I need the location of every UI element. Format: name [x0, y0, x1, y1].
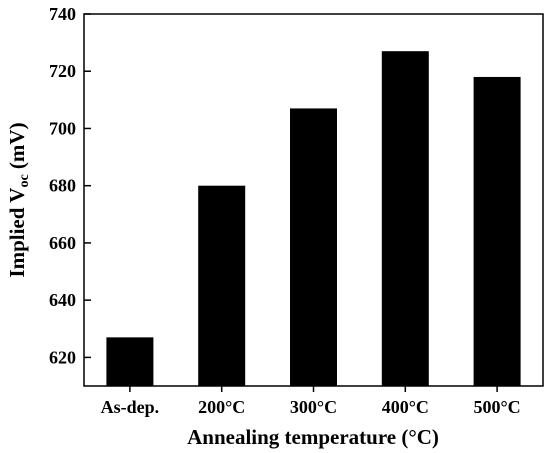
x-tick-label-3: 400°C: [382, 397, 429, 417]
x-tick-label-4: 500°C: [473, 397, 520, 417]
bar-4: [473, 76, 521, 386]
bar-0: [106, 337, 154, 386]
bars-group: [106, 51, 521, 386]
y-tick-label-1: 640: [49, 290, 76, 310]
y-tick-label-3: 680: [49, 176, 76, 196]
x-tick-label-2: 300°C: [290, 397, 337, 417]
bar-3: [381, 51, 429, 386]
bar-2: [290, 108, 337, 386]
x-tick-label-1: 200°C: [198, 397, 245, 417]
y-tick-label-5: 720: [49, 61, 76, 81]
y-axis-title-unit: (mV): [5, 122, 29, 174]
y-tick-label-4: 700: [49, 118, 76, 138]
y-tick-label-0: 620: [49, 347, 76, 367]
x-axis: As-dep. 200°C 300°C 400°C 500°C: [101, 386, 521, 417]
y-axis-title: Implied Voc (mV): [5, 122, 32, 277]
y-tick-label-2: 660: [49, 233, 76, 253]
y-tick-label-6: 740: [49, 4, 76, 24]
x-tick-label-0: As-dep.: [101, 397, 160, 417]
y-axis: 620 640 660 680 700 720 740: [49, 4, 91, 367]
bar-1: [198, 185, 246, 386]
y-axis-title-subscript: oc: [17, 174, 32, 187]
y-axis-title-main: Implied V: [5, 188, 29, 278]
x-axis-title: Annealing temperature (°C): [187, 425, 439, 449]
